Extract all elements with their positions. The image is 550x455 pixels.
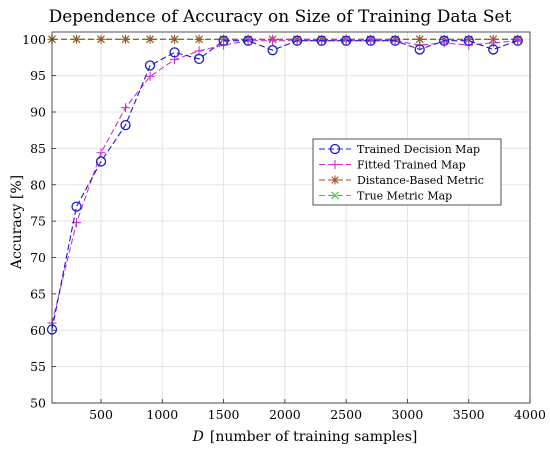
y-axis-label: Accuracy [%] <box>9 175 25 270</box>
chart-title: Dependence of Accuracy on Size of Traini… <box>49 7 512 27</box>
legend-label: Trained Decision Map <box>357 143 480 156</box>
plus-marker <box>330 160 340 169</box>
circle-marker <box>71 201 82 212</box>
circle-marker <box>193 53 205 65</box>
asterisk-marker <box>330 175 340 185</box>
plot-frame <box>51 31 531 404</box>
x-axis-label-text: [number of training samples] <box>210 429 417 445</box>
legend-entry-distance-based-metric: Distance-Based Metric <box>319 174 484 187</box>
x-tick-label: 4000 <box>514 407 546 422</box>
circle-marker <box>329 143 341 155</box>
circle-marker <box>316 35 327 46</box>
legend-label: Distance-Based Metric <box>357 174 484 187</box>
x-tick-label: 1000 <box>146 407 178 422</box>
legend-entry-true-metric-map: True Metric Map <box>319 190 452 203</box>
y-tick-label: 55 <box>30 359 46 374</box>
y-tick-label: 80 <box>30 177 46 192</box>
asterisk-marker <box>72 34 82 44</box>
x-axis-variable: D <box>192 429 204 445</box>
y-tick-label: 85 <box>30 141 46 156</box>
circle-marker <box>341 35 352 46</box>
plus-marker <box>96 148 106 158</box>
circle-marker <box>463 35 474 46</box>
asterisk-marker <box>170 34 180 44</box>
circle-marker <box>95 156 107 167</box>
tick-labels: 500 1000 1500 2000 2500 3000 3500 4000 50 55 60 65 7… <box>22 32 546 422</box>
y-tick-label: 90 <box>30 105 46 120</box>
legend-entry-trained-decision-map: Trained Decision Map <box>319 143 480 156</box>
grid <box>52 32 531 404</box>
x-tick-label: 2500 <box>330 407 362 422</box>
x-axis-label: D [number of training samples] <box>192 429 418 445</box>
circle-marker <box>242 35 254 46</box>
plus-marker <box>268 36 278 46</box>
circle-marker <box>439 35 450 46</box>
circle-marker <box>144 60 156 71</box>
asterisk-marker <box>96 34 106 44</box>
plus-marker <box>145 71 155 81</box>
x-tick-label: 2000 <box>269 407 301 422</box>
legend-entry-fitted-trained-map: Fitted Trained Map <box>319 159 466 172</box>
circle-marker <box>267 45 278 56</box>
plus-marker <box>488 38 498 48</box>
legend-label: True Metric Map <box>357 190 452 203</box>
circle-marker <box>218 35 229 46</box>
series-trained-decision-map <box>46 35 523 335</box>
asterisk-marker <box>121 34 131 44</box>
circle-marker <box>365 35 376 46</box>
x-tick-label: 500 <box>89 407 113 422</box>
asterisk-marker <box>145 34 155 44</box>
y-tick-label: 60 <box>30 323 46 338</box>
y-tick-label: 75 <box>30 214 46 229</box>
circle-marker <box>512 35 523 46</box>
legend-label: Fitted Trained Map <box>357 159 466 172</box>
y-tick-label: 95 <box>30 68 46 83</box>
circle-marker <box>414 44 425 55</box>
y-tick-label: 50 <box>30 396 46 411</box>
asterisk-marker <box>194 34 204 44</box>
y-tick-label: 65 <box>30 286 46 301</box>
legend-box <box>312 138 502 206</box>
circle-marker <box>488 44 499 55</box>
plus-marker <box>513 36 523 46</box>
series-line <box>51 40 518 324</box>
series-layer <box>46 34 523 335</box>
circle-marker <box>291 35 303 46</box>
legend: Trained Decision Map Fitted Trained Map Di… <box>312 138 502 206</box>
series-line <box>51 40 518 330</box>
plus-marker <box>439 38 449 48</box>
circle-marker <box>390 35 401 46</box>
circle-marker <box>120 119 131 131</box>
y-tick-label: 100 <box>22 32 46 47</box>
x-tick-label: 3500 <box>453 407 485 422</box>
x-tick-label: 1500 <box>208 407 240 422</box>
cross-marker <box>331 191 339 200</box>
y-tick-label: 70 <box>30 250 46 265</box>
x-tick-label: 3000 <box>392 407 424 422</box>
circle-marker <box>169 47 180 58</box>
plus-marker <box>121 103 131 113</box>
